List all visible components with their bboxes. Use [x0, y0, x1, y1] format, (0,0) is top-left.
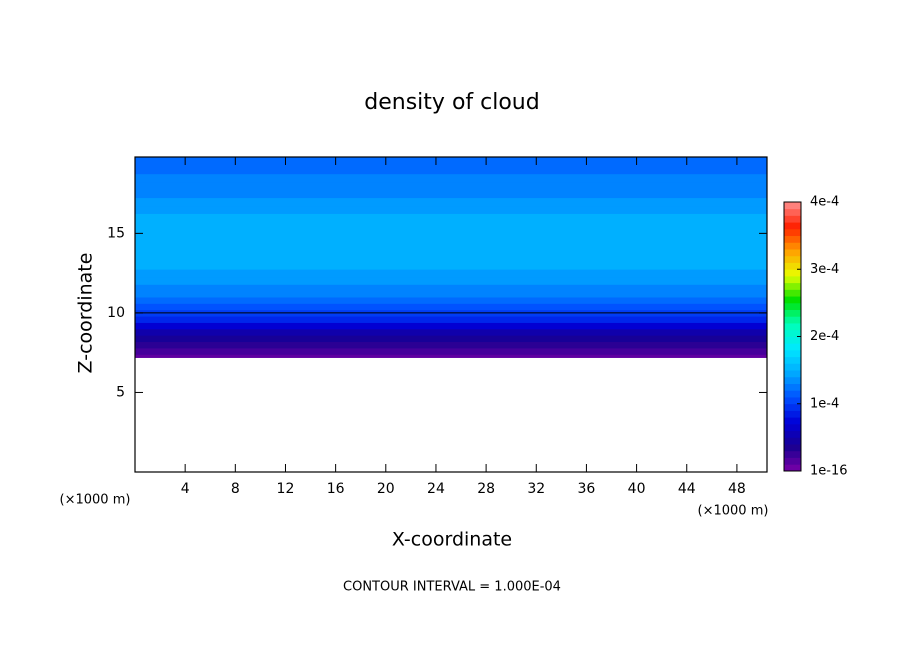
x-tick-label: 16 [327, 481, 345, 497]
contour-band [135, 341, 767, 349]
colorbar-band [784, 202, 801, 210]
contour-band [135, 257, 767, 270]
contour-band [135, 157, 767, 164]
contour-band [135, 173, 767, 183]
contour-band [135, 225, 767, 242]
colorbar-band [784, 296, 801, 304]
plot-frame [134, 156, 768, 473]
colorbar-band [784, 356, 801, 364]
contour-band [135, 335, 767, 343]
colorbar-band [784, 343, 801, 351]
colorbar-band [784, 336, 801, 344]
contour-band [135, 284, 767, 292]
colorbar-band [784, 450, 801, 458]
colorbar-tick-label: 3e-4 [810, 262, 839, 277]
colorbar-band [784, 403, 801, 411]
colorbar-band [784, 417, 801, 425]
colorbar-band [784, 316, 801, 324]
contour-band [135, 290, 767, 298]
colorbar-band [784, 457, 801, 465]
contour-band [135, 277, 767, 285]
colorbar-band [784, 262, 801, 270]
contour-band [135, 269, 767, 278]
colorbar-band [784, 255, 801, 263]
colorbar-band [784, 349, 801, 358]
colorbar-band [784, 376, 801, 384]
x-tick-label: 12 [277, 481, 295, 497]
colorbar-band [784, 282, 801, 290]
x-tick-label: 4 [181, 481, 190, 497]
colorbar-band [784, 390, 801, 398]
colorbar-band [784, 323, 801, 331]
y-axis-label: Z-coordinate [75, 253, 97, 374]
colorbar-band [784, 275, 801, 284]
colorbar-band [784, 228, 801, 237]
x-tick-label: 20 [377, 481, 395, 497]
contour-band [135, 297, 767, 304]
colorbar-band [784, 329, 801, 337]
contour-band [135, 347, 767, 355]
y-tick-label: 5 [116, 384, 125, 400]
colorbar-band [784, 423, 801, 432]
x-axis-label: X-coordinate [392, 529, 512, 551]
chart-title: density of cloud [364, 90, 539, 115]
colorbar-tick-label: 1e-4 [810, 396, 839, 411]
y-tick-label: 15 [107, 225, 125, 241]
contour-band [135, 328, 767, 336]
contour-band [135, 205, 767, 214]
contour-band [135, 181, 767, 191]
colorbar-band [784, 464, 801, 472]
contour-band [135, 189, 767, 199]
colorbar-band [784, 437, 801, 445]
contour-band [135, 322, 767, 330]
colorbar-band [784, 215, 801, 223]
annotation: CONTOUR INTERVAL = 1.000E-04 [343, 580, 561, 595]
colorbar-band [784, 269, 801, 277]
colorbar-band [784, 289, 801, 297]
contour-band [135, 241, 767, 258]
colorbar-band [784, 309, 801, 317]
colorbar-band [784, 235, 801, 243]
colorbar-band [784, 370, 801, 378]
colorbar-band [784, 430, 801, 438]
contour-band [135, 163, 767, 175]
colorbar-tick-label: 2e-4 [810, 329, 839, 344]
contour-band [135, 213, 767, 226]
x-tick-label: 48 [728, 481, 746, 497]
colorbar-band [784, 222, 801, 230]
x-tick-label: 24 [427, 481, 445, 497]
colorbar-band [784, 208, 801, 216]
colorbar-tick-label: 4e-4 [810, 195, 839, 210]
contour-band [135, 197, 767, 207]
colorbar-band [784, 302, 801, 310]
colorbar-band [784, 410, 801, 418]
contour-band [135, 354, 767, 358]
x-tick-label: 8 [231, 481, 240, 497]
y-tick-label: 10 [107, 305, 125, 321]
colorbar-tick-label: 1e-16 [810, 464, 848, 479]
colorbar-band [784, 242, 801, 250]
colorbar-band [784, 397, 801, 405]
contour-band [135, 316, 767, 323]
x-unit-label: (×1000 m) [698, 504, 769, 519]
colorbar-band [784, 383, 801, 391]
x-tick-label: 40 [628, 481, 646, 497]
contour-band [135, 303, 767, 311]
x-unit-label: (×1000 m) [60, 493, 131, 508]
colorbar-band [784, 363, 801, 371]
x-tick-label: 44 [678, 481, 696, 497]
colorbar-band [784, 249, 801, 257]
x-tick-label: 36 [578, 481, 596, 497]
x-tick-label: 28 [477, 481, 495, 497]
colorbar-band [784, 444, 801, 452]
x-tick-label: 32 [527, 481, 545, 497]
